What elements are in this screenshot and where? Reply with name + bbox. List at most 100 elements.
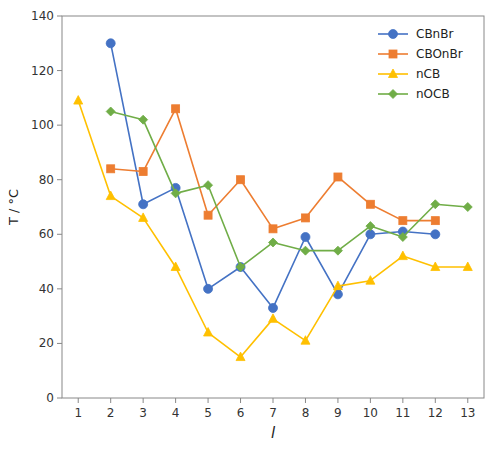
point [106, 191, 115, 200]
point [269, 314, 278, 323]
point [107, 165, 115, 173]
y-tick [57, 343, 62, 344]
point [236, 352, 245, 361]
x-tick-label: 8 [302, 406, 310, 420]
y-tick-label: 80 [39, 173, 54, 187]
point [139, 115, 148, 124]
point [171, 262, 180, 271]
y-tick-label: 40 [39, 282, 54, 296]
point [398, 251, 407, 260]
x-tick [435, 398, 436, 403]
y-tick [57, 288, 62, 289]
y-tick-label: 0 [46, 391, 54, 405]
point [301, 233, 310, 242]
y-tick-label: 60 [39, 227, 54, 241]
x-tick [467, 398, 468, 403]
point [139, 168, 147, 176]
point [333, 281, 342, 290]
point [204, 211, 212, 219]
y-tick [57, 125, 62, 126]
point [172, 105, 180, 113]
series-line [111, 112, 468, 268]
y-tick [57, 398, 62, 399]
y-tick [57, 70, 62, 71]
point [236, 263, 245, 272]
x-tick-label: 1 [74, 406, 82, 420]
y-tick [57, 16, 62, 17]
y-tick [57, 234, 62, 235]
legend-marker [389, 90, 398, 99]
y-tick-label: 100 [31, 118, 54, 132]
x-tick-label: 11 [395, 406, 410, 420]
legend-marker [389, 30, 398, 39]
x-tick-label: 7 [269, 406, 277, 420]
series-line [111, 109, 436, 229]
point [431, 217, 439, 225]
x-tick [370, 398, 371, 403]
y-tick-label: 140 [31, 9, 54, 23]
x-tick [78, 398, 79, 403]
legend-label: CBOnBr [416, 47, 463, 61]
x-tick [175, 398, 176, 403]
point [431, 200, 440, 209]
point [301, 214, 309, 222]
point [269, 303, 278, 312]
point [333, 246, 342, 255]
y-tick [57, 179, 62, 180]
plot-frame [62, 16, 484, 398]
point [366, 200, 374, 208]
x-tick-label: 6 [237, 406, 245, 420]
point [463, 262, 472, 271]
point [399, 217, 407, 225]
x-axis: 12345678910111213 [74, 398, 475, 420]
legend-label: nOCB [416, 87, 450, 101]
point [204, 328, 213, 337]
series-line [78, 101, 468, 357]
point [269, 238, 278, 247]
legend-label: CBnBr [416, 27, 453, 41]
y-tick-label: 20 [39, 336, 54, 350]
y-tick-label: 120 [31, 64, 54, 78]
y-axis-label: T / °C [6, 189, 21, 226]
point [139, 200, 148, 209]
y-axis: 0 20 40 60 80 100 120 140 [31, 9, 62, 405]
point [171, 189, 180, 198]
x-tick [305, 398, 306, 403]
point [431, 230, 440, 239]
x-tick [337, 398, 338, 403]
chart: 12345678910111213020406080100120140lT / … [0, 0, 500, 450]
plot-data [74, 39, 473, 361]
x-tick-label: 3 [139, 406, 147, 420]
x-tick [402, 398, 403, 403]
point [74, 96, 83, 105]
x-tick [143, 398, 144, 403]
point [139, 213, 148, 222]
x-tick-label: 5 [204, 406, 212, 420]
point [204, 284, 213, 293]
x-tick-label: 13 [460, 406, 475, 420]
x-tick-label: 4 [172, 406, 180, 420]
point [366, 276, 375, 285]
point [301, 336, 310, 345]
x-tick [240, 398, 241, 403]
point [106, 107, 115, 116]
x-tick [208, 398, 209, 403]
point [106, 39, 115, 48]
x-tick-label: 10 [363, 406, 378, 420]
point [334, 173, 342, 181]
x-axis-label: l [271, 424, 276, 442]
point [398, 233, 407, 242]
x-tick-label: 9 [334, 406, 342, 420]
x-tick-label: 2 [107, 406, 115, 420]
x-tick-label: 12 [428, 406, 443, 420]
point [431, 262, 440, 271]
x-tick [273, 398, 274, 403]
point [366, 222, 375, 231]
legend-marker [389, 50, 397, 58]
point [301, 246, 310, 255]
point [269, 225, 277, 233]
x-tick [110, 398, 111, 403]
legend-marker [389, 69, 398, 78]
legend: CBnBrCBOnBrnCBnOCB [378, 27, 463, 101]
point [463, 203, 472, 212]
